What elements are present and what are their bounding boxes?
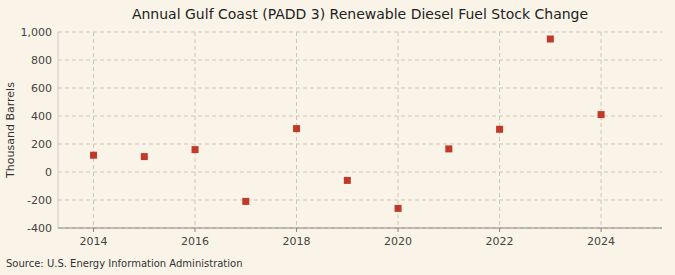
x-tick-label: 2018 <box>283 235 311 248</box>
y-tick-label: 600 <box>31 82 52 95</box>
x-axis-line <box>58 228 662 229</box>
x-grid-line <box>601 32 602 228</box>
title: Annual Gulf Coast (PADD 3) Renewable Die… <box>132 6 588 22</box>
y-grid-line <box>58 144 662 145</box>
point <box>90 152 97 159</box>
x-grid-line <box>195 32 196 228</box>
y-grid-line <box>58 60 662 61</box>
point <box>598 111 605 118</box>
y-axis-label: Thousand Barrels <box>4 82 17 179</box>
grid <box>58 32 662 228</box>
y-grid-line <box>58 88 662 89</box>
y-tick-label: 400 <box>31 110 52 123</box>
y-tick-label: -400 <box>27 222 52 235</box>
y-grid-line <box>58 172 662 173</box>
point <box>141 153 148 160</box>
x-grid-line <box>93 32 94 228</box>
x-tick-label: 2022 <box>486 235 514 248</box>
x-tick-label: 2024 <box>587 235 615 248</box>
background <box>0 0 675 275</box>
x-tick <box>601 228 602 232</box>
x-tick-label: 2014 <box>80 235 108 248</box>
source-note: Source: U.S. Energy Information Administ… <box>6 258 243 269</box>
chart: -400 -200 0 200 400 600 800 1,000 2014 2016 2018 20… <box>0 0 675 275</box>
point <box>496 126 503 133</box>
y-tick-label: -200 <box>27 194 52 207</box>
x-grid-line <box>398 32 399 228</box>
y-grid-line <box>58 228 662 229</box>
point <box>242 198 249 205</box>
points <box>90 36 605 212</box>
y-axis-line <box>58 32 59 228</box>
x-tick <box>195 228 196 232</box>
point <box>445 145 452 152</box>
x-tick <box>296 228 297 232</box>
x-tick-label: 2020 <box>384 235 412 248</box>
x-tick <box>499 228 500 232</box>
point <box>192 146 199 153</box>
x-tick-label: 2016 <box>181 235 209 248</box>
y-tick-label: 800 <box>31 54 52 67</box>
axes: -400 -200 0 200 400 600 800 1,000 2014 2016 2018 20… <box>21 26 663 248</box>
y-grid-line <box>58 32 662 33</box>
y-tick-label: 1,000 <box>21 26 53 39</box>
y-tick-label: 0 <box>45 166 52 179</box>
y-tick-label: 200 <box>31 138 52 151</box>
point <box>395 205 402 212</box>
point <box>293 125 300 132</box>
point <box>547 36 554 43</box>
y-grid-line <box>58 116 662 117</box>
x-tick <box>93 228 94 232</box>
y-grid-line <box>58 200 662 201</box>
x-tick <box>398 228 399 232</box>
point <box>344 177 351 184</box>
